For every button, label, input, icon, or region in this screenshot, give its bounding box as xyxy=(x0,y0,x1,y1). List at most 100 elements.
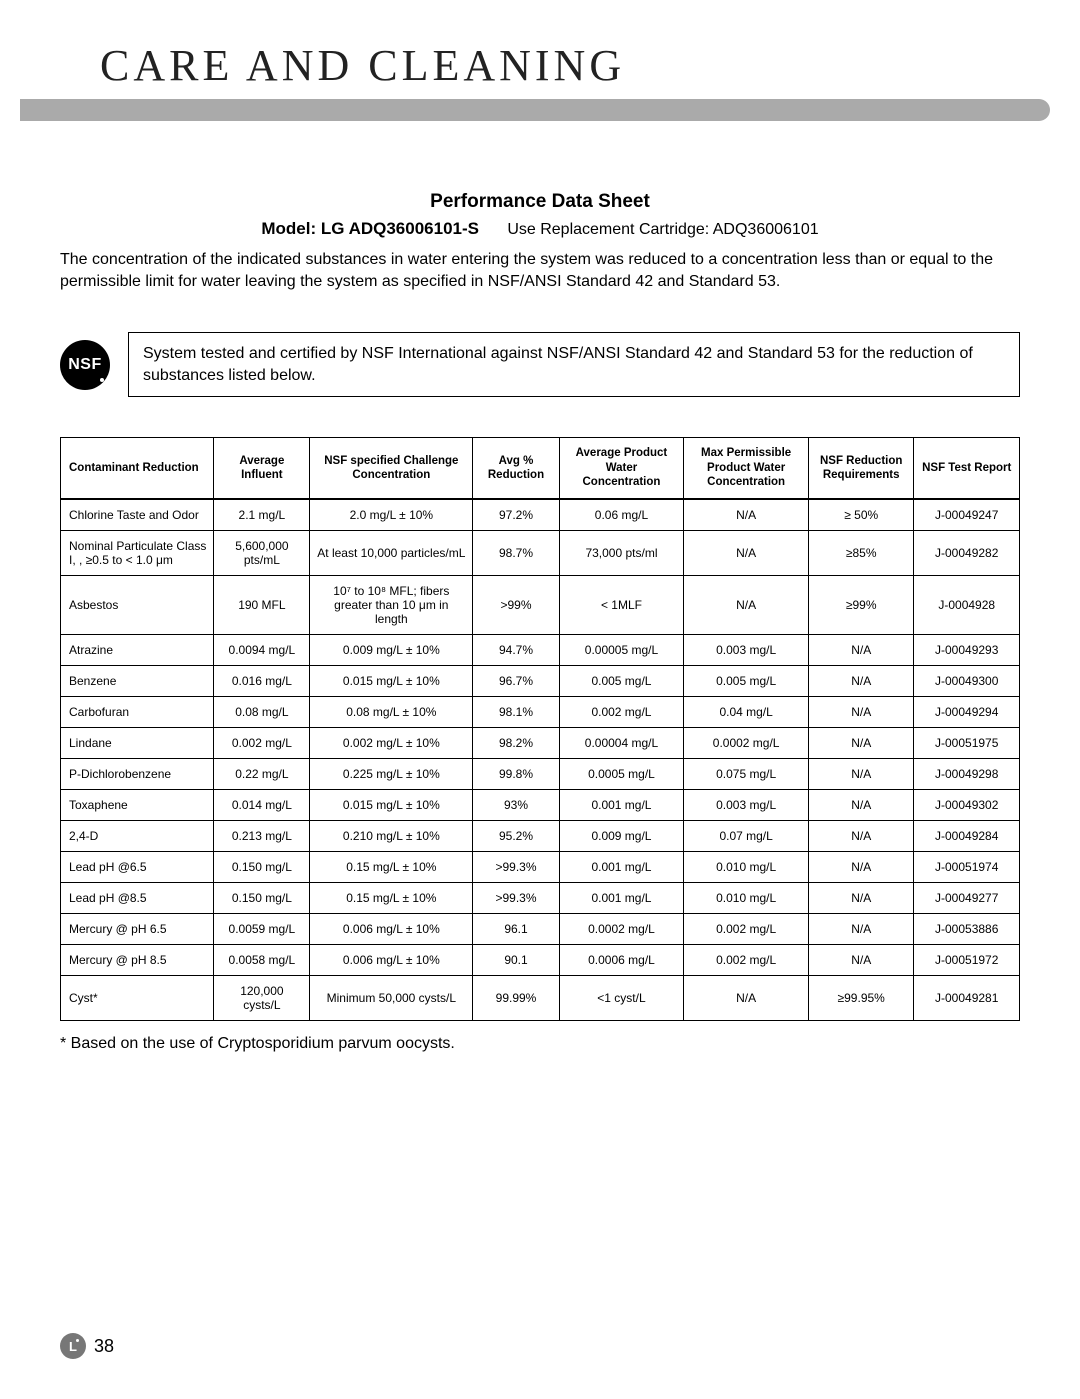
table-cell: 94.7% xyxy=(473,634,559,665)
table-cell: 0.075 mg/L xyxy=(684,758,809,789)
table-cell: Toxaphene xyxy=(61,789,214,820)
table-cell: ≥ 50% xyxy=(808,499,913,531)
table-cell: N/A xyxy=(808,851,913,882)
table-cell: < 1MLF xyxy=(559,575,684,634)
table-cell: J-00049298 xyxy=(914,758,1020,789)
table-row: Toxaphene0.014 mg/L0.015 mg/L ± 10%93%0.… xyxy=(61,789,1020,820)
table-cell: Lindane xyxy=(61,727,214,758)
table-cell: J-00049294 xyxy=(914,696,1020,727)
model-label: Model: LG ADQ36006101-S xyxy=(261,219,479,238)
table-cell: Atrazine xyxy=(61,634,214,665)
col-challenge: NSF specified Challenge Concentration xyxy=(310,438,473,499)
table-row: Mercury @ pH 6.50.0059 mg/L0.006 mg/L ± … xyxy=(61,913,1020,944)
table-row: Atrazine0.0094 mg/L0.009 mg/L ± 10%94.7%… xyxy=(61,634,1020,665)
table-cell: 73,000 pts/ml xyxy=(559,530,684,575)
table-cell: Benzene xyxy=(61,665,214,696)
table-cell: 0.002 mg/L xyxy=(684,913,809,944)
table-cell: J-00051975 xyxy=(914,727,1020,758)
table-cell: Carbofuran xyxy=(61,696,214,727)
table-cell: 10⁷ to 10⁸ MFL; fibers greater than 10 μ… xyxy=(310,575,473,634)
table-cell: N/A xyxy=(808,634,913,665)
col-nsf-report: NSF Test Report xyxy=(914,438,1020,499)
table-cell: 98.7% xyxy=(473,530,559,575)
table-row: Asbestos190 MFL10⁷ to 10⁸ MFL; fibers gr… xyxy=(61,575,1020,634)
table-cell: N/A xyxy=(684,575,809,634)
table-cell: 120,000 cysts/L xyxy=(214,975,310,1020)
table-cell: 0.010 mg/L xyxy=(684,882,809,913)
table-cell: >99% xyxy=(473,575,559,634)
table-cell: 98.1% xyxy=(473,696,559,727)
table-cell: 90.1 xyxy=(473,944,559,975)
table-cell: N/A xyxy=(808,758,913,789)
table-row: Lead pH @6.50.150 mg/L0.15 mg/L ± 10%>99… xyxy=(61,851,1020,882)
table-row: 2,4-D0.213 mg/L0.210 mg/L ± 10%95.2%0.00… xyxy=(61,820,1020,851)
table-row: Lindane0.002 mg/L0.002 mg/L ± 10%98.2%0.… xyxy=(61,727,1020,758)
table-cell: 0.00004 mg/L xyxy=(559,727,684,758)
table-cell: 0.08 mg/L ± 10% xyxy=(310,696,473,727)
table-cell: J-00049247 xyxy=(914,499,1020,531)
table-cell: N/A xyxy=(808,696,913,727)
table-cell: 0.005 mg/L xyxy=(684,665,809,696)
table-cell: N/A xyxy=(808,665,913,696)
table-cell: 0.0002 mg/L xyxy=(559,913,684,944)
table-cell: 0.22 mg/L xyxy=(214,758,310,789)
table-cell: J-00049284 xyxy=(914,820,1020,851)
table-cell: 93% xyxy=(473,789,559,820)
table-cell: Lead pH @8.5 xyxy=(61,882,214,913)
table-cell: N/A xyxy=(808,789,913,820)
title-divider-bar xyxy=(20,99,1050,121)
table-cell: 95.2% xyxy=(473,820,559,851)
table-cell: 0.002 mg/L xyxy=(559,696,684,727)
document-page: CARE AND CLEANING Performance Data Sheet… xyxy=(0,0,1080,1399)
table-cell: 0.002 mg/L xyxy=(684,944,809,975)
model-row: Model: LG ADQ36006101-S Use Replacement … xyxy=(60,219,1020,239)
table-cell: N/A xyxy=(684,975,809,1020)
table-cell: J-00049281 xyxy=(914,975,1020,1020)
table-cell: 0.015 mg/L ± 10% xyxy=(310,789,473,820)
lg-logo-icon: L xyxy=(60,1333,86,1359)
table-cell: P-Dichlorobenzene xyxy=(61,758,214,789)
table-cell: J-00049277 xyxy=(914,882,1020,913)
table-cell: 0.06 mg/L xyxy=(559,499,684,531)
table-cell: J-0004928 xyxy=(914,575,1020,634)
col-avg-product: Average Product Water Concentration xyxy=(559,438,684,499)
table-cell: 0.001 mg/L xyxy=(559,851,684,882)
replacement-cartridge-text: Use Replacement Cartridge: ADQ36006101 xyxy=(507,221,818,238)
table-cell: N/A xyxy=(808,913,913,944)
nsf-certification-block: NSF System tested and certified by NSF I… xyxy=(60,332,1020,397)
table-cell: 0.213 mg/L xyxy=(214,820,310,851)
table-cell: 0.003 mg/L xyxy=(684,789,809,820)
table-cell: 2,4-D xyxy=(61,820,214,851)
table-cell: J-00049300 xyxy=(914,665,1020,696)
table-row: Mercury @ pH 8.50.0058 mg/L0.006 mg/L ± … xyxy=(61,944,1020,975)
table-cell: J-00051972 xyxy=(914,944,1020,975)
table-cell: J-00049302 xyxy=(914,789,1020,820)
table-cell: Chlorine Taste and Odor xyxy=(61,499,214,531)
col-avg-reduction: Avg % Reduction xyxy=(473,438,559,499)
table-cell: 0.002 mg/L ± 10% xyxy=(310,727,473,758)
table-cell: 0.08 mg/L xyxy=(214,696,310,727)
table-cell: 0.150 mg/L xyxy=(214,851,310,882)
table-cell: J-00051974 xyxy=(914,851,1020,882)
table-cell: 0.00005 mg/L xyxy=(559,634,684,665)
table-cell: J-00049293 xyxy=(914,634,1020,665)
table-row: P-Dichlorobenzene0.22 mg/L0.225 mg/L ± 1… xyxy=(61,758,1020,789)
table-cell: J-00053886 xyxy=(914,913,1020,944)
table-cell: 0.001 mg/L xyxy=(559,789,684,820)
table-cell: ≥85% xyxy=(808,530,913,575)
table-cell: 99.8% xyxy=(473,758,559,789)
table-cell: 5,600,000 pts/mL xyxy=(214,530,310,575)
table-cell: 0.006 mg/L ± 10% xyxy=(310,944,473,975)
nsf-badge-icon: NSF xyxy=(60,340,110,390)
table-cell: 99.99% xyxy=(473,975,559,1020)
performance-data-table: Contaminant Reduction Average Influent N… xyxy=(60,437,1020,1020)
table-cell: 0.210 mg/L ± 10% xyxy=(310,820,473,851)
table-cell: 96.1 xyxy=(473,913,559,944)
table-row: Benzene0.016 mg/L0.015 mg/L ± 10%96.7%0.… xyxy=(61,665,1020,696)
table-cell: 96.7% xyxy=(473,665,559,696)
table-cell: N/A xyxy=(808,944,913,975)
table-cell: 2.1 mg/L xyxy=(214,499,310,531)
table-cell: N/A xyxy=(684,530,809,575)
table-cell: 0.0059 mg/L xyxy=(214,913,310,944)
table-cell: 0.07 mg/L xyxy=(684,820,809,851)
